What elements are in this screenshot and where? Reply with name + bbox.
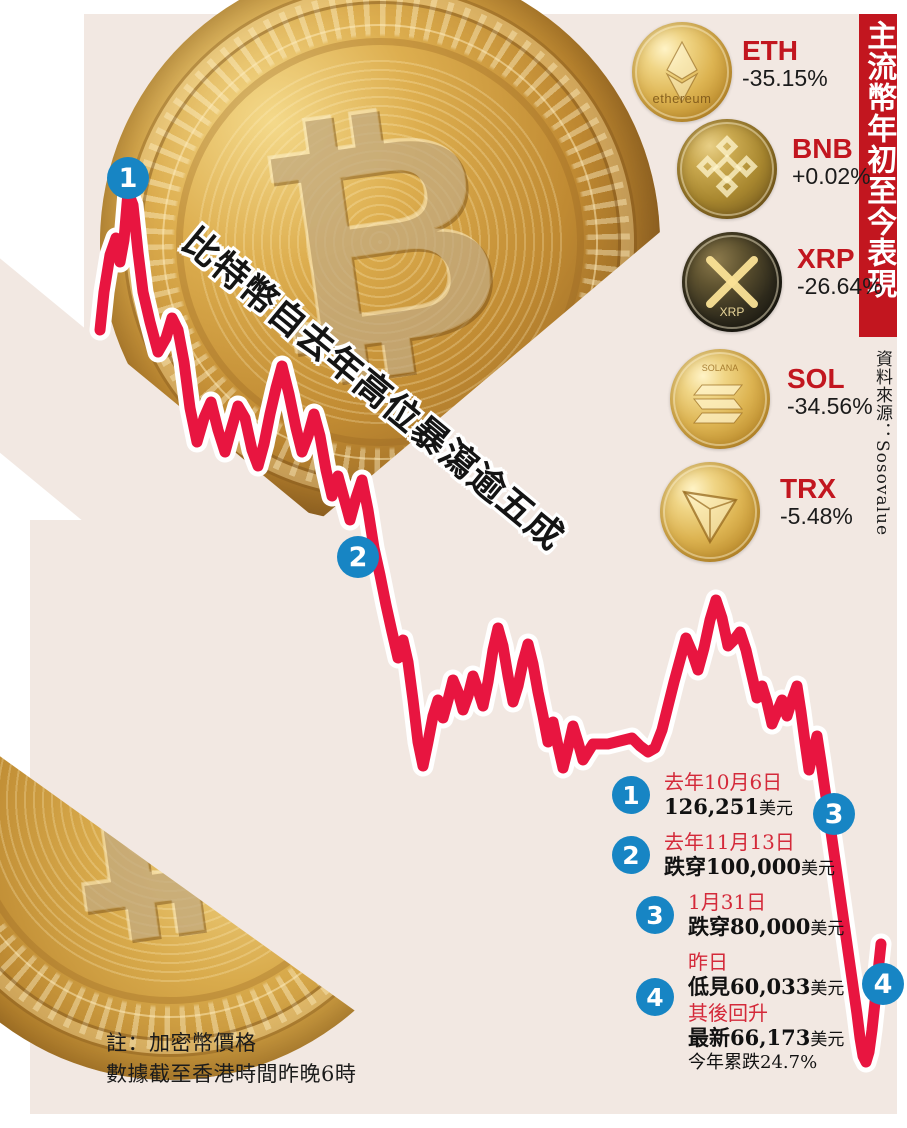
annotation-latest-prefix: 最新 [688,1025,730,1051]
source-attribution: 資料來源：Sosovalue [872,350,892,537]
coin-edge-ring [680,122,774,216]
annotation-date-3: 1月31日 [688,890,767,914]
annotation-rebound-label: 其後回升 [688,1001,768,1025]
coin-label-trx: TRX -5.48% [780,474,853,530]
annotation-item-3: 3 1月31日 跌穿80,000美元 [612,890,892,950]
footnote: 註：加密幣價格 數據截至香港時間昨晚6時 [106,1028,356,1090]
annotation-prefix-2: 跌穿 [664,854,706,880]
chart-marker-3: 3 [813,793,855,835]
annotation-ytd-change: 今年累跌24.7% [688,1052,818,1073]
annotation-value-3: 跌穿80,000美元 [688,914,892,941]
svg-text:SOLANA: SOLANA [702,363,739,373]
xrp-coin-icon: XRP [682,232,782,332]
footnote-line-2: 數據截至香港時間昨晚6時 [106,1062,357,1087]
coin-ticker-sol: SOL [787,363,845,394]
ethereum-wordmark: ethereum [652,91,712,106]
coin-ticker-trx: TRX [780,473,836,504]
legend-marker-4: 4 [636,978,674,1016]
annotation-value-1: 126,251美元 [664,794,892,821]
title-banner-text: 主流幣年初至今表現 [861,20,897,299]
ethereum-diamond-glyph [665,40,699,104]
coin-label-eth: ETH -35.15% [742,36,828,92]
coin-change-sol: -34.56% [787,393,873,420]
coin-change-trx: -5.48% [780,503,853,530]
annotation-prefix-3: 跌穿 [688,914,730,940]
annotation-item-1: 1 去年10月6日 126,251美元 [612,770,892,830]
coin-ticker-bnb: BNB [792,133,853,164]
coin-label-xrp: XRP -26.64% [797,244,883,300]
coin-change-eth: -35.15% [742,65,828,92]
annotation-amount-4: 60,033 [730,974,811,1000]
binance-diamond-glyph [696,135,758,198]
legend-marker-1-label: 1 [622,780,640,810]
legend-marker-2-label: 2 [622,840,640,870]
xrp-x-glyph: XRP [706,256,758,319]
annotation-value-2: 跌穿100,000美元 [664,854,892,881]
annotation-date-1: 去年10月6日 [664,770,783,794]
annotation-date-4: 昨日 [688,950,728,974]
chart-marker-1: 1 [107,157,149,199]
annotation-item-2: 2 去年11月13日 跌穿100,000美元 [612,830,892,890]
legend-marker-3: 3 [636,896,674,934]
chart-marker-4: 4 [862,963,904,1005]
annotation-unit-4: 美元 [810,979,845,1000]
binance-coin-icon [677,119,777,219]
coin-ticker-xrp: XRP [797,243,855,274]
annotation-unit-1: 美元 [758,799,793,820]
chart-marker-4-label: 4 [873,968,893,1000]
annotation-date-2: 去年11月13日 [664,830,795,854]
legend-marker-1: 1 [612,776,650,814]
annotation-unit-3: 美元 [810,919,845,940]
tron-coin-icon [660,462,760,562]
coin-ticker-eth: ETH [742,35,798,66]
annotation-amount-1: 126,251 [664,794,759,820]
legend-marker-4-label: 4 [646,982,664,1012]
tron-triangle-glyph [682,490,738,545]
annotation-item-4: 4 昨日 低見60,033美元 其後回升 最新66,173美元 今年累跌24.7… [612,950,892,1075]
coin-edge-ring [663,465,757,559]
coin-edge-ring [685,235,779,329]
annotation-latest-unit: 美元 [810,1030,845,1051]
legend-marker-2: 2 [612,836,650,874]
coin-change-xrp: -26.64% [797,273,883,300]
ethereum-coin-icon: ethereum [632,22,732,122]
annotation-latest-value: 最新66,173美元 [688,1025,892,1052]
chart-marker-1-label: 1 [118,162,138,194]
coin-change-bnb: +0.02% [792,163,871,190]
annotation-amount-2: 100,000 [706,854,801,880]
annotation-value-4: 低見60,033美元 [688,974,892,1001]
annotation-legend: 1 去年10月6日 126,251美元 2 去年11月13日 跌穿100,000… [612,770,892,1075]
chart-marker-3-label: 3 [824,798,844,830]
title-banner: 主流幣年初至今表現 [859,14,897,337]
chart-marker-2: 2 [337,536,379,578]
chart-marker-2-label: 2 [348,541,368,573]
annotation-unit-2: 美元 [800,859,835,880]
solana-coin-icon: SOLANA [670,349,770,449]
svg-text:XRP: XRP [720,305,745,319]
legend-marker-3-label: 3 [646,900,664,930]
coin-label-sol: SOL -34.56% [787,364,873,420]
annotation-latest-amount: 66,173 [730,1025,811,1051]
coin-label-bnb: BNB +0.02% [792,134,871,190]
coin-edge-ring [635,25,729,119]
coin-edge-ring [673,352,767,446]
footnote-line-1: 註：加密幣價格 [106,1031,257,1055]
annotation-amount-3: 80,000 [730,914,811,940]
annotation-prefix-4: 低見 [688,974,730,1000]
price-line [94,186,887,1068]
solana-bars-glyph: SOLANA [692,363,744,424]
